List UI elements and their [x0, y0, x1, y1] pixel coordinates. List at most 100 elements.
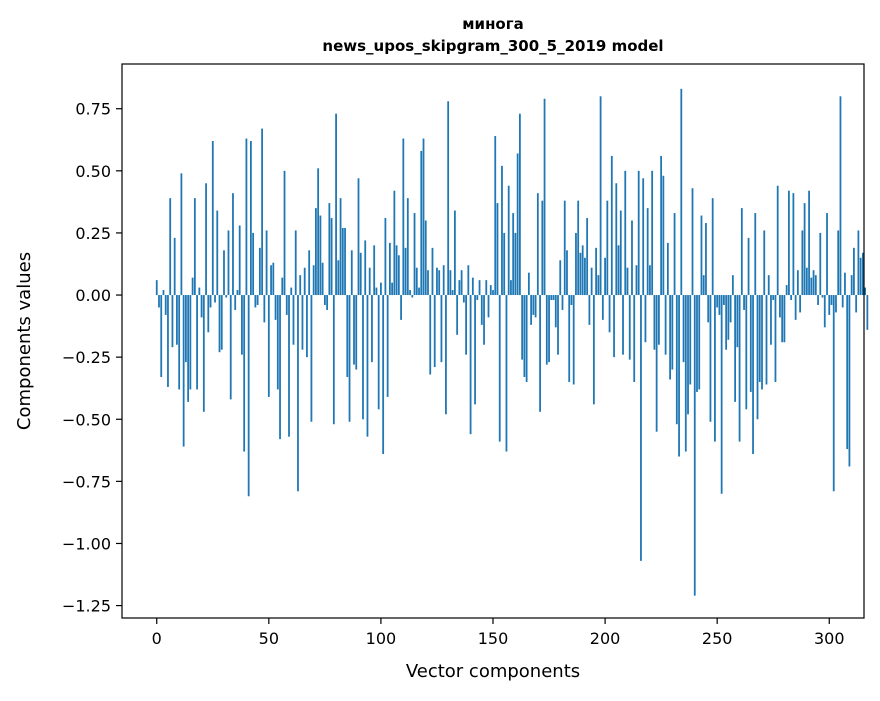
bar-159: [512, 213, 515, 296]
bar-277: [776, 185, 779, 296]
bar-226: [662, 175, 665, 296]
bar-160: [514, 232, 517, 296]
plot-area-frame: [121, 63, 865, 619]
bar-135: [458, 280, 461, 296]
bar-205: [615, 183, 618, 296]
bar-195: [592, 295, 595, 405]
bar-168: [532, 295, 535, 315]
bar-103: [386, 295, 389, 397]
bar-257: [731, 275, 734, 296]
bar-220: [649, 265, 651, 296]
bar-258: [734, 295, 736, 402]
bar-94: [366, 295, 369, 437]
bar-284: [792, 193, 795, 296]
bar-25: [211, 141, 214, 296]
bar-260: [738, 295, 741, 442]
bar-252: [720, 295, 723, 494]
bar-298: [823, 295, 826, 328]
bar-146: [483, 295, 485, 345]
bar-42: [250, 141, 252, 296]
bar-16: [191, 277, 194, 296]
bar-206: [617, 245, 620, 296]
x-tick-label-200: 200: [590, 629, 621, 648]
bar-127: [440, 295, 443, 363]
bar-293: [812, 270, 815, 296]
bar-297: [821, 295, 824, 298]
bar-9: [176, 295, 178, 345]
bar-35: [234, 295, 237, 310]
bar-46: [258, 247, 261, 296]
bar-156: [505, 295, 508, 452]
bar-194: [590, 267, 593, 296]
bar-136: [460, 270, 463, 296]
bar-172: [541, 200, 544, 296]
bar-245: [705, 223, 707, 296]
bar-249: [714, 295, 716, 442]
bar-112: [406, 198, 409, 296]
bar-49: [265, 230, 268, 296]
bar-107: [395, 245, 398, 296]
bar-83: [341, 227, 344, 296]
bar-246: [707, 295, 710, 323]
y-tick-label-2: 0.25: [75, 224, 111, 243]
y-tick-label-4: −0.25: [62, 348, 111, 367]
bar-236: [684, 295, 687, 452]
bar-224: [657, 295, 660, 345]
bar-88: [353, 295, 355, 365]
bar-143: [476, 295, 479, 301]
bar-208: [622, 295, 624, 355]
y-tick-label-6: −0.75: [62, 472, 111, 491]
bar-198: [599, 96, 602, 296]
bar-276: [774, 295, 777, 382]
bar-120: [424, 220, 427, 296]
bar-82: [339, 198, 342, 296]
bar-121: [427, 270, 429, 296]
bar-286: [796, 270, 799, 296]
bar-183: [566, 250, 568, 296]
bar-192: [586, 218, 589, 296]
bar-118: [420, 150, 423, 296]
bar-104: [388, 242, 391, 296]
bar-201: [606, 200, 609, 296]
bar-106: [393, 190, 396, 296]
bar-68: [308, 250, 311, 296]
bar-11: [180, 173, 183, 296]
bar-131: [449, 270, 452, 296]
bar-182: [563, 200, 566, 296]
bar-270: [761, 295, 763, 390]
bar-251: [718, 295, 721, 315]
bar-317: [866, 295, 869, 330]
bar-10: [178, 295, 181, 390]
bar-24: [209, 295, 212, 308]
bar-269: [758, 295, 761, 382]
bar-109: [400, 295, 402, 320]
bar-171: [539, 295, 541, 412]
bar-190: [581, 245, 584, 296]
bar-305: [839, 96, 842, 296]
bar-73: [319, 215, 322, 296]
bar-250: [716, 295, 719, 308]
bar-264: [747, 237, 750, 296]
bar-20: [200, 295, 203, 318]
bar-51: [270, 265, 272, 296]
bar-96: [371, 295, 373, 363]
chart-title-line-1: минога: [462, 15, 523, 33]
bar-241: [696, 295, 698, 392]
bar-141: [471, 277, 474, 296]
bar-204: [613, 295, 615, 358]
bar-117: [418, 287, 420, 296]
bar-244: [702, 275, 705, 296]
bar-311: [853, 247, 855, 296]
bar-139: [467, 265, 470, 296]
bar-134: [456, 295, 459, 335]
bar-151: [494, 136, 497, 296]
bar-273: [767, 275, 770, 296]
bar-17: [193, 198, 196, 296]
bar-169: [534, 295, 537, 318]
y-axis-ticks: 0.75 0.50 0.25 0.00 −0.25 −0.50 −0.75 −1.00 −1.2…: [62, 100, 122, 616]
bar-287: [799, 295, 802, 313]
bar-263: [745, 295, 748, 410]
bar-256: [729, 295, 732, 323]
bar-232: [675, 295, 678, 425]
y-tick-label-0: 0.75: [75, 100, 111, 119]
